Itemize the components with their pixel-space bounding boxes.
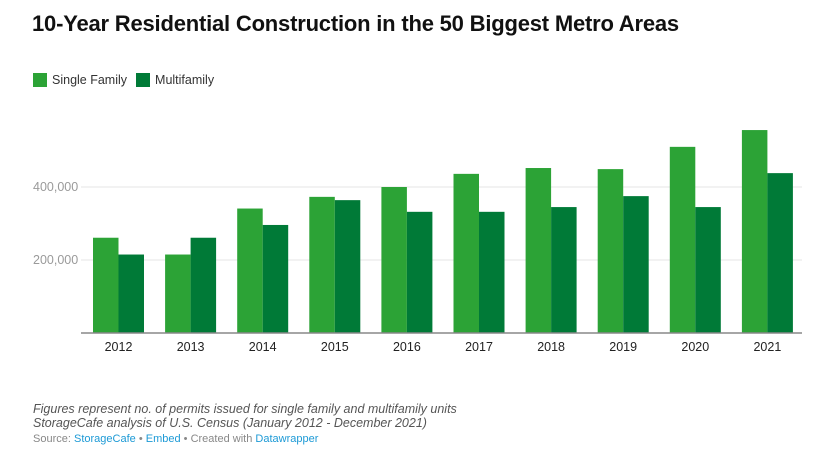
y-tick-label: 200,000 xyxy=(33,253,78,267)
created-with-text: Created with xyxy=(190,433,253,445)
bar-single-family-2013 xyxy=(165,254,191,333)
source-prefix: Source: xyxy=(33,433,71,445)
bar-multifamily-2019 xyxy=(623,196,649,333)
chart-notes: Figures represent no. of permits issued … xyxy=(33,402,457,430)
y-tick-label: 400,000 xyxy=(33,180,78,194)
separator-dot: • xyxy=(138,433,143,445)
bar-single-family-2019 xyxy=(597,169,624,333)
datawrapper-link[interactable]: Datawrapper xyxy=(255,433,319,445)
x-tick-label: 2018 xyxy=(537,340,565,354)
bar-single-family-2014 xyxy=(237,208,263,333)
bar-single-family-2015 xyxy=(309,196,335,333)
legend-label-single-family: Single Family xyxy=(52,73,128,87)
chart-title: 10-Year Residential Construction in the … xyxy=(32,11,679,36)
bar-single-family-2018 xyxy=(525,168,552,333)
legend: Single Family Multifamily xyxy=(33,73,223,87)
bar-single-family-2020 xyxy=(669,146,696,333)
x-tick-label: 2020 xyxy=(681,340,709,354)
legend-label-multifamily: Multifamily xyxy=(155,73,215,87)
x-tick-label: 2014 xyxy=(249,340,277,354)
bar-single-family-2016 xyxy=(381,187,407,333)
legend-item-multifamily: Multifamily xyxy=(136,73,214,87)
bar-multifamily-2013 xyxy=(190,237,217,333)
bar-multifamily-2017 xyxy=(479,211,505,333)
legend-swatch-multifamily xyxy=(136,73,151,87)
x-tick-label: 2013 xyxy=(177,340,205,354)
separator-dot: • xyxy=(183,433,188,445)
bar-multifamily-2016 xyxy=(406,211,433,333)
source-line: Source: StorageCafe • Embed • Created wi… xyxy=(33,433,318,445)
bar-multifamily-2015 xyxy=(334,200,361,333)
bar-multifamily-2018 xyxy=(551,207,577,333)
x-tick-label: 2021 xyxy=(753,340,781,354)
bar-single-family-2017 xyxy=(453,173,479,333)
bar-single-family-2012 xyxy=(93,237,119,333)
x-tick-label: 2015 xyxy=(321,340,349,354)
bar-multifamily-2014 xyxy=(262,224,289,333)
x-tick-label: 2012 xyxy=(105,340,133,354)
note-line-2: StorageCafe analysis of U.S. Census (Jan… xyxy=(33,416,427,430)
x-tick-label: 2017 xyxy=(465,340,493,354)
legend-swatch-single-family xyxy=(33,73,47,87)
bar-multifamily-2012 xyxy=(118,254,144,333)
x-tick-label: 2016 xyxy=(393,340,421,354)
legend-item-single-family: Single Family xyxy=(33,73,127,87)
bar-single-family-2021 xyxy=(741,130,768,333)
bar-multifamily-2020 xyxy=(695,207,721,333)
note-line-1: Figures represent no. of permits issued … xyxy=(33,402,457,416)
x-tick-label: 2019 xyxy=(609,340,637,354)
source-link-storagecafe[interactable]: StorageCafe xyxy=(73,433,136,445)
bar-multifamily-2021 xyxy=(767,173,793,333)
embed-link[interactable]: Embed xyxy=(145,433,181,445)
